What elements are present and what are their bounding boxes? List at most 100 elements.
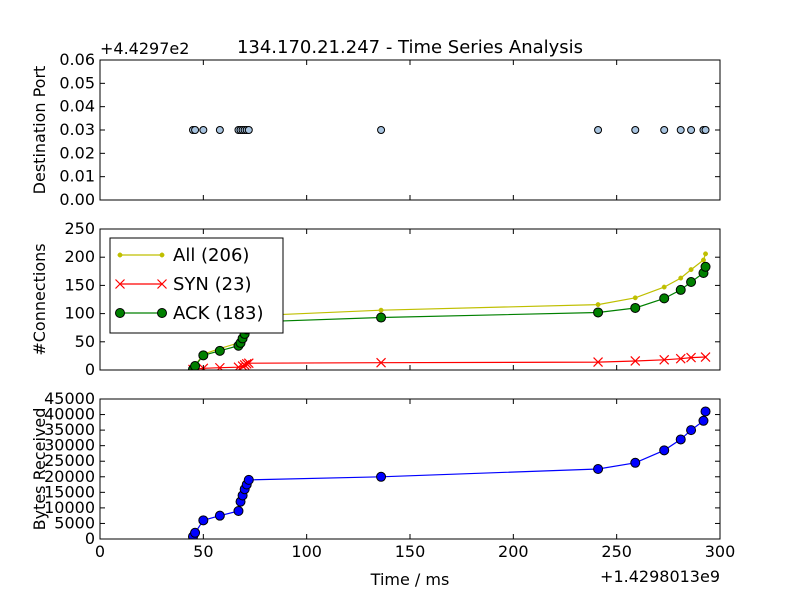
y-tick-label-1-0-06: 0.06 bbox=[59, 50, 95, 69]
subplot-2: 0 50 100 150 200 250 #Connections All (206) SYN … bbox=[30, 219, 721, 379]
legend-label-all-206: All (206) bbox=[173, 245, 249, 266]
point-series-1-14 bbox=[659, 445, 670, 456]
subplots: 0.00 0.01 0.02 0.03 0.04 0.05 0.06 Destination … bbox=[30, 39, 735, 561]
x-axis-offset-label: +1.4298013e9 bbox=[600, 567, 720, 586]
chart-title: 134.170.21.247 - Time Series Analysis bbox=[237, 37, 583, 58]
point-ack-183-14 bbox=[659, 293, 670, 304]
point-syn-23-12 bbox=[659, 354, 670, 365]
legend-box bbox=[109, 237, 284, 334]
point-series-1-17 bbox=[698, 415, 709, 426]
y-tick-label-3-15000: 15000 bbox=[44, 482, 95, 501]
y-tick-label-3-30000: 30000 bbox=[44, 436, 95, 455]
plot-area-1 bbox=[189, 126, 710, 134]
point-syn-23-15 bbox=[700, 352, 711, 362]
point-series-1-10 bbox=[244, 126, 253, 134]
y-tick-label-2-100: 100 bbox=[64, 304, 95, 323]
point-ack-183-2 bbox=[190, 361, 201, 370]
y-tick-label-3-35000: 35000 bbox=[44, 420, 95, 439]
y-tick-label-3-0: 0 bbox=[85, 529, 95, 548]
point-syn-23-11 bbox=[630, 356, 641, 366]
legend-label-ack-183: ACK (183) bbox=[173, 303, 264, 324]
point-all-206-17 bbox=[701, 257, 706, 263]
point-series-1-16 bbox=[686, 425, 697, 436]
legend-marker-all-206-1 bbox=[117, 252, 123, 258]
x-tick-label-100: 100 bbox=[291, 542, 322, 561]
y-tick-label-2-0: 0 bbox=[85, 360, 95, 379]
y-tick-label-1-0-05: 0.05 bbox=[59, 73, 95, 92]
y-tick-label-2-250: 250 bbox=[64, 219, 95, 238]
y-tick-label-3-25000: 25000 bbox=[44, 451, 95, 470]
y-tick-label-3-45000: 45000 bbox=[44, 389, 95, 408]
y-tick-label-1-0-00: 0.00 bbox=[59, 190, 95, 209]
y-tick-label-2-200: 200 bbox=[64, 247, 95, 266]
point-all-206-11 bbox=[378, 307, 384, 313]
point-series-1-18 bbox=[700, 406, 711, 417]
point-series-1-2 bbox=[190, 527, 201, 538]
x-tick-label-0: 0 bbox=[95, 542, 105, 561]
point-series-1-3 bbox=[198, 515, 209, 526]
point-series-1-18 bbox=[701, 126, 710, 134]
point-ack-183-3 bbox=[198, 350, 209, 361]
point-series-1-11 bbox=[377, 126, 386, 134]
point-all-206-15 bbox=[678, 275, 684, 281]
point-series-1-14 bbox=[660, 126, 669, 134]
y-tick-label-3-10000: 10000 bbox=[44, 498, 95, 517]
point-syn-23-3 bbox=[214, 362, 225, 370]
point-syn-23-8 bbox=[243, 358, 254, 369]
point-ack-183-16 bbox=[686, 277, 697, 288]
series-series-1 bbox=[189, 126, 710, 134]
point-all-206-12 bbox=[595, 302, 601, 308]
axes-frame-3 bbox=[99, 398, 721, 540]
point-series-1-15 bbox=[676, 126, 685, 134]
point-ack-183-12 bbox=[593, 307, 604, 318]
point-all-206-18 bbox=[703, 251, 708, 257]
point-series-1-5 bbox=[233, 506, 244, 516]
y-axis-offset-label-1: +4.4297e2 bbox=[100, 39, 189, 58]
x-axis-label: Time / ms bbox=[370, 570, 450, 589]
point-syn-23-9 bbox=[376, 357, 386, 368]
subplot-3: 0 50 100 150 200 250 300 0500010000150002000025… bbox=[30, 389, 735, 561]
x-tick-label-200: 200 bbox=[498, 542, 529, 561]
point-all-206-16 bbox=[688, 267, 694, 273]
x-tick-label-50: 50 bbox=[193, 542, 213, 561]
series-series-1 bbox=[188, 406, 711, 539]
y-tick-label-3-40000: 40000 bbox=[44, 405, 95, 424]
point-syn-23-14 bbox=[686, 352, 696, 363]
series-line-syn-23 bbox=[192, 356, 706, 370]
y-tick-label-1-0-03: 0.03 bbox=[59, 120, 95, 139]
y-tick-label-1-0-01: 0.01 bbox=[59, 167, 95, 186]
legend-marker-ack-183-1 bbox=[115, 308, 125, 318]
point-series-1-13 bbox=[630, 457, 641, 468]
point-series-1-3 bbox=[199, 126, 208, 134]
y-tick-label-1-0-04: 0.04 bbox=[59, 97, 95, 116]
y-tick-label-3-20000: 20000 bbox=[44, 467, 95, 486]
y-axis-label-2: #Connections bbox=[30, 243, 49, 355]
point-series-1-15 bbox=[675, 434, 686, 445]
point-ack-183-18 bbox=[700, 261, 711, 272]
y-tick-label-3-5000: 5000 bbox=[54, 513, 95, 532]
y-tick-label-1-0-02: 0.02 bbox=[59, 143, 95, 162]
y-tick-label-2-150: 150 bbox=[64, 275, 95, 294]
point-series-1-16 bbox=[687, 126, 696, 134]
x-tick-label-250: 250 bbox=[601, 542, 632, 561]
point-series-1-11 bbox=[376, 471, 387, 482]
x-tick-label-300: 300 bbox=[705, 542, 736, 561]
y-axis-label-3: Bytes Received bbox=[30, 408, 49, 531]
point-series-1-12 bbox=[594, 126, 603, 134]
point-ack-183-11 bbox=[376, 312, 387, 323]
point-series-1-12 bbox=[593, 464, 604, 474]
legend-label-syn-23: SYN (23) bbox=[173, 274, 252, 295]
point-ack-183-13 bbox=[630, 302, 641, 313]
legend-marker-ack-183-2 bbox=[157, 308, 167, 318]
point-series-1-4 bbox=[214, 510, 225, 521]
legend-marker-syn-23-2 bbox=[157, 279, 167, 289]
point-all-206-14 bbox=[661, 284, 667, 290]
plot-area-3 bbox=[188, 406, 711, 539]
legend-marker-syn-23-1 bbox=[115, 279, 125, 289]
point-all-206-13 bbox=[632, 295, 638, 301]
y-axis-label-1: Destination Port bbox=[30, 66, 49, 195]
point-syn-23-7 bbox=[241, 358, 252, 369]
subplot-1: 0.00 0.01 0.02 0.03 0.04 0.05 0.06 Destination … bbox=[30, 39, 721, 209]
point-series-1-13 bbox=[631, 126, 640, 134]
series-syn-23 bbox=[188, 352, 711, 370]
